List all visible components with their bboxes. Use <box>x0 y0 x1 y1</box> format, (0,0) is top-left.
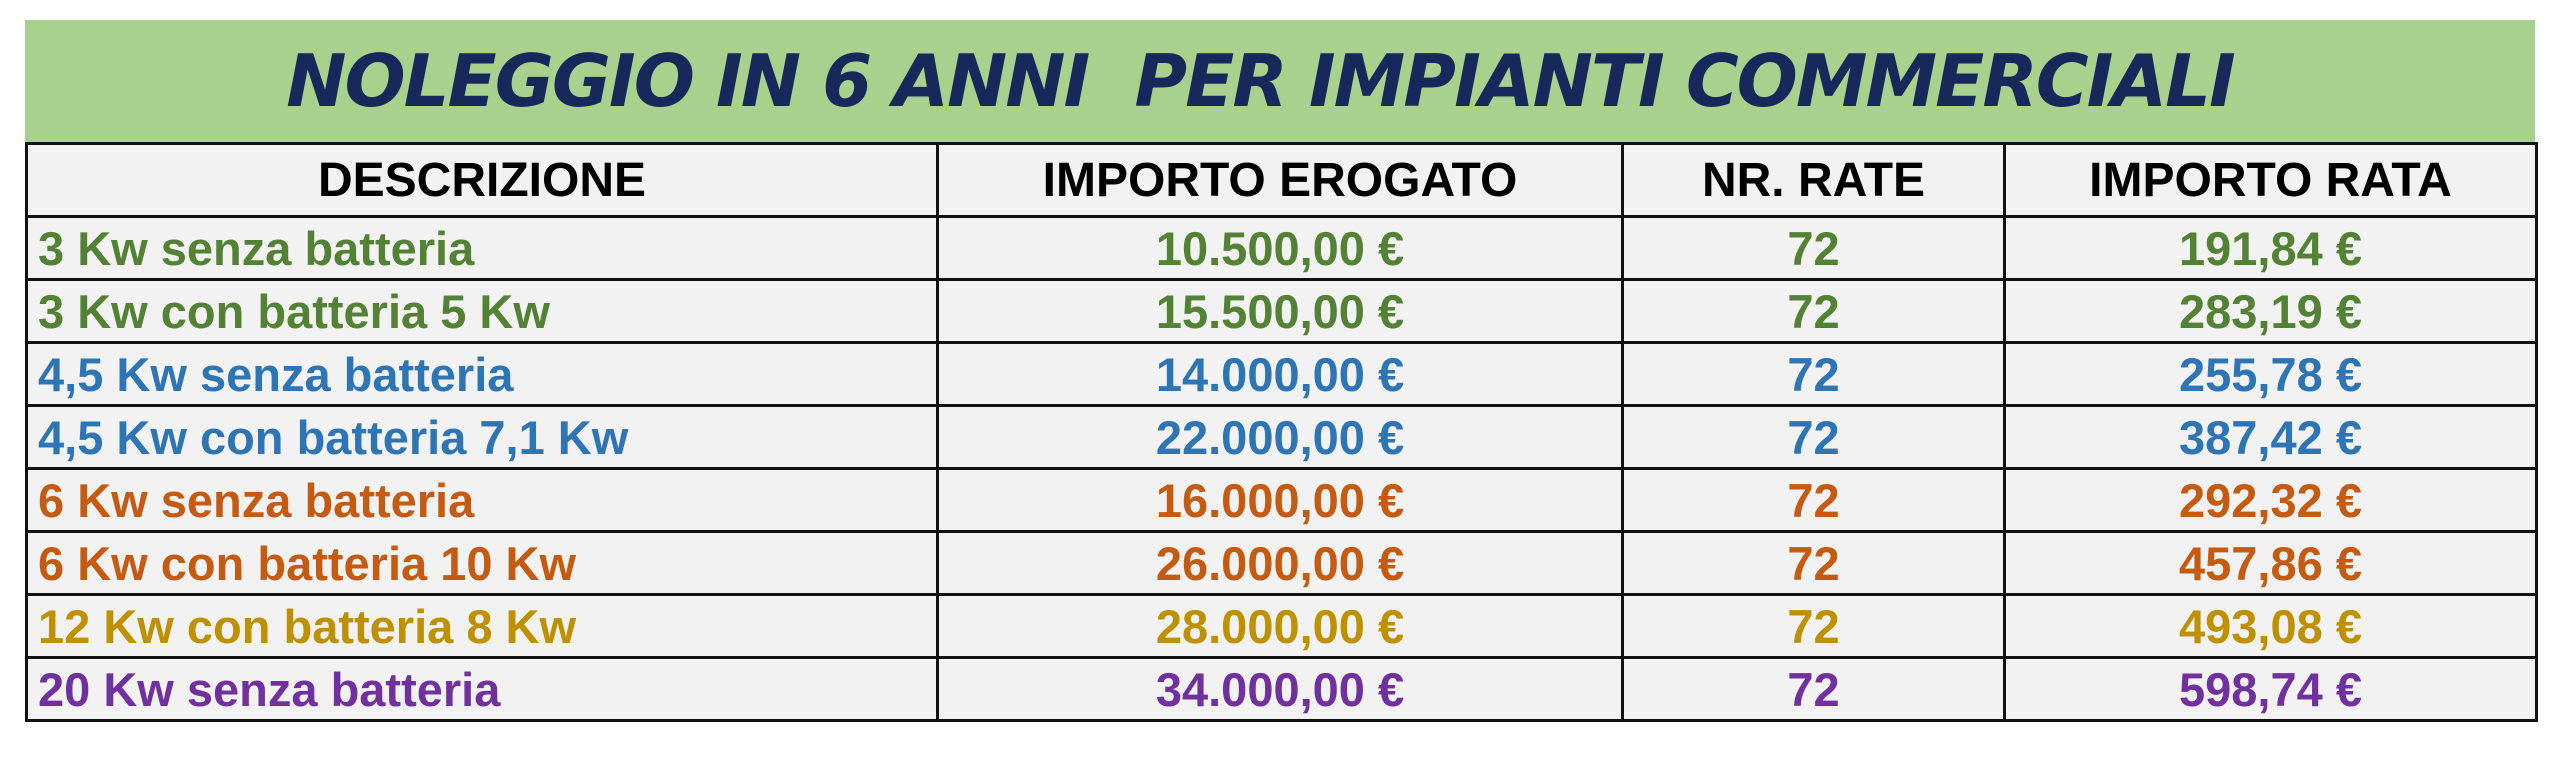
cell-installments: 72 <box>1621 278 2006 344</box>
cell-amount: 28.000,00 € <box>936 593 1624 659</box>
cell-installment-amount: 598,74 € <box>2003 656 2538 722</box>
cell-installments: 72 <box>1621 593 2006 659</box>
cell-amount: 10.500,00 € <box>936 215 1624 281</box>
header-row: DESCRIZIONE IMPORTO EROGATO NR. RATE IMP… <box>25 142 2538 218</box>
cell-description: 4,5 Kw con batteria 7,1 Kw <box>25 404 939 470</box>
cell-installment-amount: 283,19 € <box>2003 278 2538 344</box>
header-installment-amount: IMPORTO RATA <box>2003 142 2538 218</box>
rental-table: DESCRIZIONE IMPORTO EROGATO NR. RATE IMP… <box>25 142 2538 722</box>
table-row: 20 Kw senza batteria 34.000,00 € 72 598,… <box>25 656 2538 722</box>
header-amount: IMPORTO EROGATO <box>936 142 1624 218</box>
cell-amount: 26.000,00 € <box>936 530 1624 596</box>
cell-installments: 72 <box>1621 530 2006 596</box>
cell-installment-amount: 255,78 € <box>2003 341 2538 407</box>
header-description: DESCRIZIONE <box>25 142 939 218</box>
cell-installment-amount: 292,32 € <box>2003 467 2538 533</box>
cell-description: 6 Kw con batteria 10 Kw <box>25 530 939 596</box>
cell-installment-amount: 457,86 € <box>2003 530 2538 596</box>
cell-installment-amount: 191,84 € <box>2003 215 2538 281</box>
cell-description: 6 Kw senza batteria <box>25 467 939 533</box>
cell-description: 12 Kw con batteria 8 Kw <box>25 593 939 659</box>
cell-installment-amount: 493,08 € <box>2003 593 2538 659</box>
header-installments: NR. RATE <box>1621 142 2006 218</box>
cell-installment-amount: 387,42 € <box>2003 404 2538 470</box>
table-row: 6 Kw senza batteria 16.000,00 € 72 292,3… <box>25 467 2538 533</box>
cell-amount: 14.000,00 € <box>936 341 1624 407</box>
cell-description: 4,5 Kw senza batteria <box>25 341 939 407</box>
table-row: 12 Kw con batteria 8 Kw 28.000,00 € 72 4… <box>25 593 2538 659</box>
cell-amount: 16.000,00 € <box>936 467 1624 533</box>
cell-amount: 15.500,00 € <box>936 278 1624 344</box>
table-row: 4,5 Kw con batteria 7,1 Kw 22.000,00 € 7… <box>25 404 2538 470</box>
cell-amount: 34.000,00 € <box>936 656 1624 722</box>
cell-description: 3 Kw senza batteria <box>25 215 939 281</box>
table-row: 3 Kw con batteria 5 Kw 15.500,00 € 72 28… <box>25 278 2538 344</box>
cell-installments: 72 <box>1621 467 2006 533</box>
page-title: NOLEGGIO IN 6 ANNI PER IMPIANTI COMMERCI… <box>286 39 2236 123</box>
cell-installments: 72 <box>1621 404 2006 470</box>
cell-amount: 22.000,00 € <box>936 404 1624 470</box>
table-row: 6 Kw con batteria 10 Kw 26.000,00 € 72 4… <box>25 530 2538 596</box>
cell-installments: 72 <box>1621 215 2006 281</box>
cell-installments: 72 <box>1621 341 2006 407</box>
title-banner: NOLEGGIO IN 6 ANNI PER IMPIANTI COMMERCI… <box>25 20 2535 142</box>
table-row: 3 Kw senza batteria 10.500,00 € 72 191,8… <box>25 215 2538 281</box>
cell-description: 20 Kw senza batteria <box>25 656 939 722</box>
cell-description: 3 Kw con batteria 5 Kw <box>25 278 939 344</box>
rental-sheet: NOLEGGIO IN 6 ANNI PER IMPIANTI COMMERCI… <box>25 20 2538 722</box>
cell-installments: 72 <box>1621 656 2006 722</box>
table-row: 4,5 Kw senza batteria 14.000,00 € 72 255… <box>25 341 2538 407</box>
